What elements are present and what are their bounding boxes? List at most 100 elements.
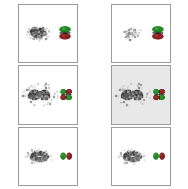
Bar [135, 156, 136, 157]
Bar [32, 153, 33, 154]
Bar [32, 153, 33, 154]
Ellipse shape [155, 35, 158, 36]
Bar [33, 28, 34, 29]
Bar [34, 32, 35, 33]
Bar [39, 36, 40, 37]
Bar [133, 95, 134, 96]
Bar [36, 151, 37, 152]
Bar [139, 155, 140, 156]
Bar [41, 94, 42, 95]
Bar [45, 157, 46, 158]
Bar [137, 35, 138, 36]
Bar [36, 33, 37, 34]
Bar [32, 29, 33, 30]
Bar [127, 93, 128, 94]
Bar [41, 91, 42, 92]
Bar [34, 157, 35, 158]
Bar [35, 30, 36, 31]
Bar [40, 30, 41, 31]
Bar [131, 153, 132, 154]
Bar [33, 96, 34, 97]
Bar [122, 96, 123, 97]
Ellipse shape [160, 153, 164, 159]
Bar [39, 29, 40, 30]
Bar [30, 157, 31, 158]
Bar [44, 94, 45, 95]
Bar [38, 96, 39, 97]
Bar [33, 93, 34, 94]
Bar [40, 160, 41, 161]
Bar [25, 156, 26, 157]
Bar [122, 96, 123, 97]
Bar [38, 154, 39, 155]
Bar [40, 93, 41, 94]
Bar [44, 91, 45, 92]
Bar [38, 35, 39, 36]
Bar [36, 158, 37, 159]
Bar [33, 28, 34, 29]
Bar [127, 157, 128, 158]
Bar [127, 93, 128, 94]
Bar [34, 154, 35, 155]
Bar [133, 92, 134, 93]
Bar [131, 159, 132, 160]
Bar [37, 159, 38, 160]
Ellipse shape [67, 96, 71, 99]
Bar [129, 39, 130, 40]
Bar [40, 31, 41, 32]
Bar [33, 156, 34, 157]
Bar [30, 156, 31, 157]
Bar [35, 158, 36, 159]
Ellipse shape [67, 153, 71, 159]
Bar [37, 152, 38, 153]
Bar [42, 153, 43, 154]
Bar [42, 97, 43, 98]
Bar [128, 158, 129, 159]
Bar [36, 91, 37, 92]
Bar [133, 91, 134, 92]
Bar [28, 95, 29, 96]
Bar [34, 29, 35, 31]
Bar [129, 94, 130, 95]
Bar [39, 93, 40, 94]
Bar [35, 31, 36, 32]
Bar [44, 155, 45, 156]
Bar [137, 92, 138, 93]
Bar [39, 152, 40, 153]
Bar [47, 95, 48, 96]
Bar [126, 92, 127, 93]
Bar [33, 96, 34, 97]
Bar [138, 94, 139, 96]
Bar [29, 94, 30, 95]
Bar [41, 31, 42, 32]
Bar [33, 158, 34, 159]
Ellipse shape [67, 154, 71, 159]
Bar [134, 160, 135, 161]
Bar [39, 35, 40, 36]
Bar [143, 99, 144, 100]
Bar [126, 154, 127, 155]
Bar [32, 96, 33, 97]
Bar [134, 29, 135, 30]
Bar [136, 90, 137, 91]
Bar [136, 156, 137, 157]
Bar [34, 32, 35, 33]
Bar [130, 158, 131, 160]
Bar [42, 92, 43, 93]
Bar [30, 97, 31, 98]
Bar [32, 94, 33, 95]
Bar [38, 30, 39, 31]
Bar [126, 93, 127, 94]
Bar [32, 30, 33, 31]
Bar [38, 92, 39, 93]
Bar [44, 153, 45, 154]
Bar [30, 91, 31, 92]
Bar [138, 155, 139, 156]
Bar [33, 153, 34, 154]
Bar [126, 158, 127, 159]
Bar [37, 97, 38, 98]
Bar [128, 32, 129, 33]
Bar [45, 157, 46, 158]
Bar [33, 156, 34, 157]
Bar [29, 28, 30, 29]
